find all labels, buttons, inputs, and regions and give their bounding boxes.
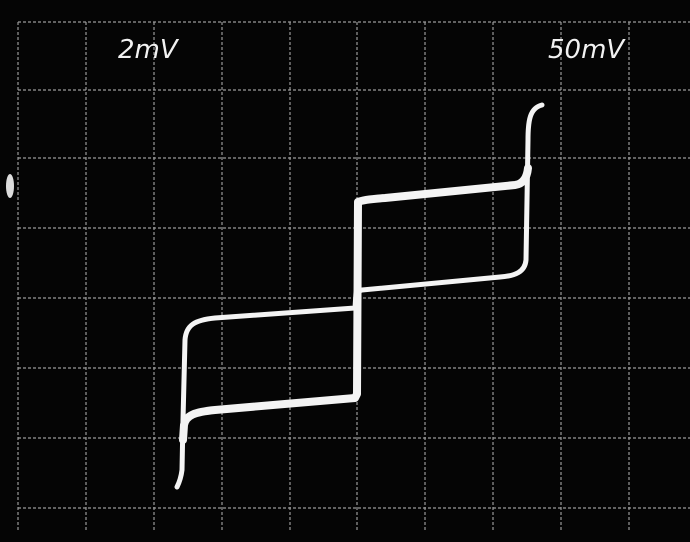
screen-background [0,0,690,542]
page: 2mV 50mV (() => { const data = JSON.pars… [0,0,690,542]
left-label: 2mV [118,35,180,65]
oscilloscope-screen: 2mV 50mV [0,0,690,542]
right-label: 50mV [548,35,626,65]
edge-glare [6,174,14,198]
